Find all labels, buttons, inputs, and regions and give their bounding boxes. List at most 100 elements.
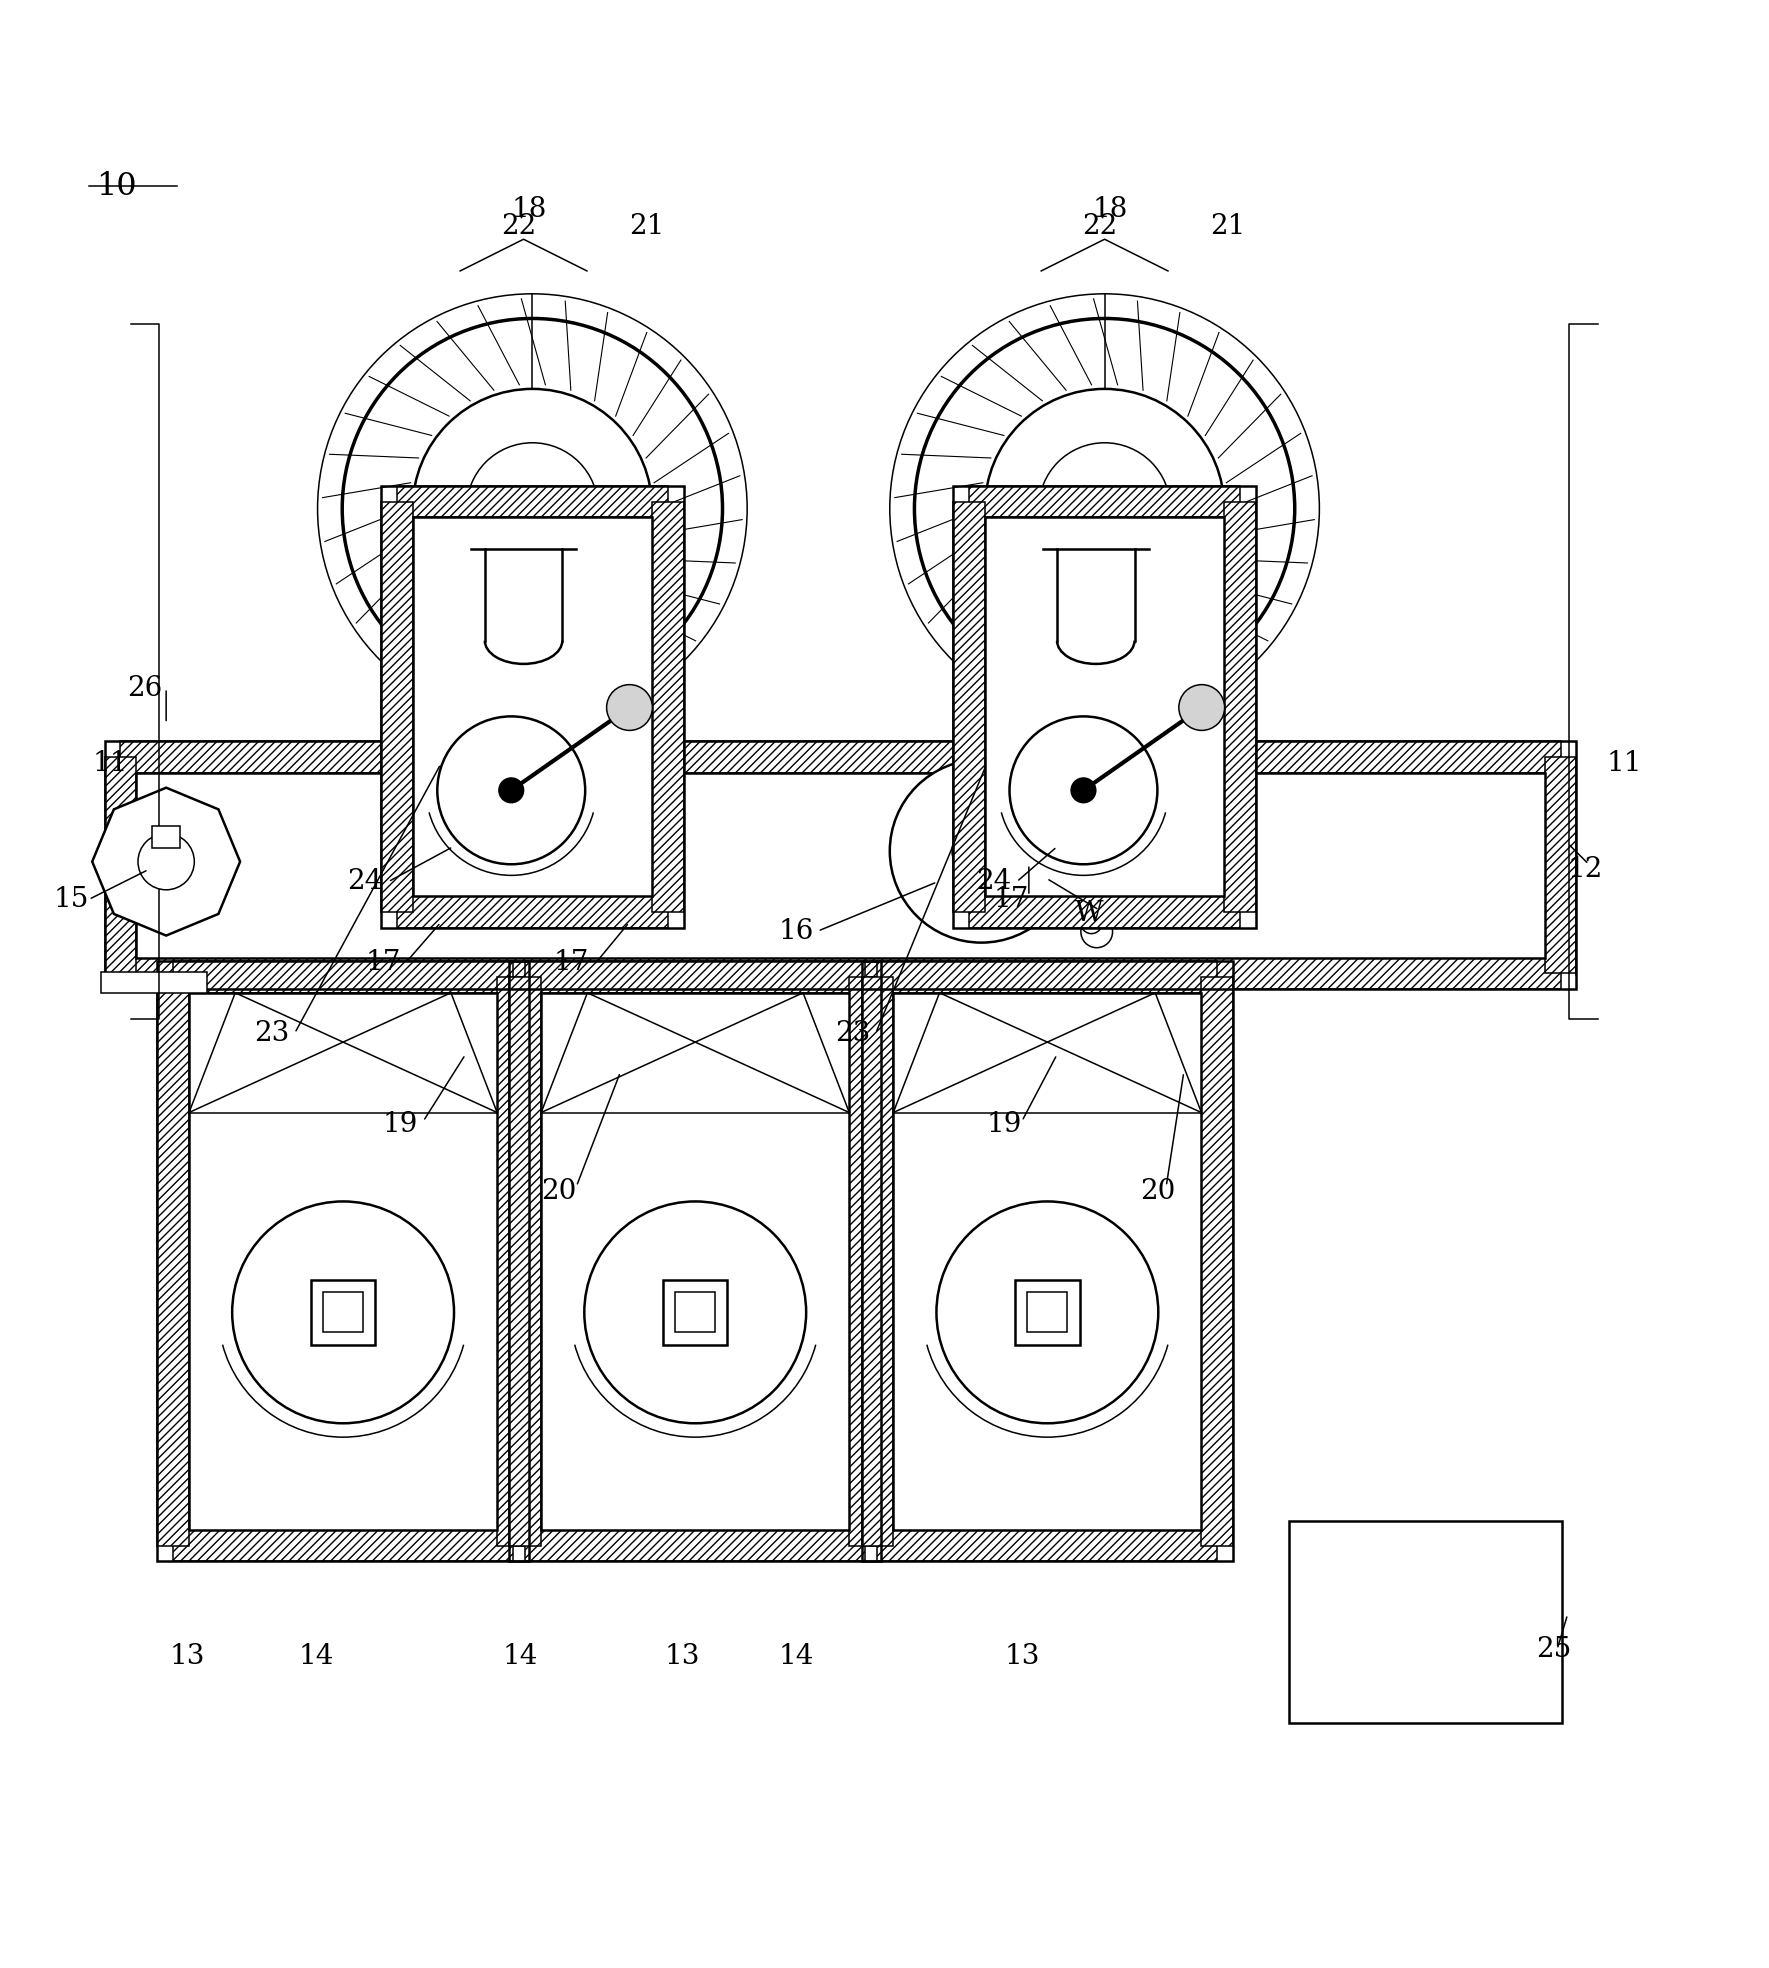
Bar bbox=[877, 1529, 1217, 1561]
Bar bbox=[849, 976, 881, 1545]
Text: 17: 17 bbox=[994, 886, 1030, 913]
Circle shape bbox=[341, 319, 722, 699]
Circle shape bbox=[952, 823, 1010, 880]
Bar bbox=[985, 518, 1224, 895]
Circle shape bbox=[1010, 716, 1157, 864]
Text: 20: 20 bbox=[1139, 1179, 1175, 1204]
Text: 13: 13 bbox=[170, 1643, 205, 1671]
Circle shape bbox=[138, 834, 195, 890]
Text: 23: 23 bbox=[835, 1019, 870, 1047]
Text: 13: 13 bbox=[1005, 1643, 1040, 1671]
Text: 17: 17 bbox=[364, 949, 400, 976]
Bar bbox=[1201, 976, 1233, 1545]
Bar bbox=[157, 976, 189, 1545]
Text: 11: 11 bbox=[92, 750, 127, 777]
Bar bbox=[969, 895, 1240, 927]
Text: 18: 18 bbox=[1091, 195, 1127, 222]
Bar bbox=[653, 502, 685, 911]
Text: 14: 14 bbox=[778, 1643, 814, 1671]
Text: 21: 21 bbox=[1210, 213, 1245, 240]
Bar bbox=[412, 518, 653, 895]
Text: 24: 24 bbox=[347, 868, 382, 895]
Text: 15: 15 bbox=[53, 886, 88, 913]
Text: W: W bbox=[1074, 899, 1104, 927]
Text: 17: 17 bbox=[554, 949, 589, 976]
Text: 14: 14 bbox=[502, 1643, 538, 1671]
Bar bbox=[509, 960, 881, 1561]
Circle shape bbox=[1081, 913, 1102, 933]
Bar bbox=[969, 486, 1240, 518]
Circle shape bbox=[584, 1200, 807, 1423]
Polygon shape bbox=[92, 787, 241, 935]
Text: 14: 14 bbox=[299, 1643, 334, 1671]
Bar bbox=[1290, 1521, 1562, 1724]
Bar bbox=[525, 1529, 865, 1561]
Circle shape bbox=[607, 685, 653, 730]
Text: 12: 12 bbox=[1567, 856, 1603, 884]
Bar bbox=[396, 486, 669, 518]
Text: 22: 22 bbox=[501, 213, 536, 240]
Text: 19: 19 bbox=[382, 1112, 417, 1138]
Bar bbox=[541, 992, 849, 1529]
Circle shape bbox=[318, 293, 747, 724]
Text: 16: 16 bbox=[778, 917, 814, 945]
Circle shape bbox=[412, 390, 653, 628]
Bar bbox=[862, 960, 1233, 1561]
Text: 26: 26 bbox=[127, 675, 163, 703]
Bar bbox=[1224, 502, 1256, 911]
Circle shape bbox=[1072, 777, 1095, 803]
Bar bbox=[120, 958, 1560, 990]
Circle shape bbox=[985, 390, 1224, 628]
Bar bbox=[663, 1281, 727, 1344]
Text: 11: 11 bbox=[1606, 750, 1642, 777]
Circle shape bbox=[1178, 685, 1224, 730]
Bar bbox=[862, 976, 893, 1545]
Bar bbox=[676, 1293, 715, 1332]
Text: 22: 22 bbox=[1081, 213, 1116, 240]
Text: 20: 20 bbox=[541, 1179, 577, 1204]
Bar bbox=[324, 1293, 363, 1332]
Circle shape bbox=[890, 760, 1072, 943]
Bar bbox=[953, 486, 1256, 927]
Bar bbox=[1028, 1293, 1067, 1332]
Bar bbox=[136, 773, 1544, 958]
Text: 10: 10 bbox=[96, 171, 136, 201]
Text: 19: 19 bbox=[987, 1112, 1022, 1138]
Bar bbox=[380, 486, 685, 927]
Bar bbox=[1063, 738, 1146, 775]
Bar bbox=[525, 960, 865, 992]
Circle shape bbox=[467, 443, 598, 575]
Bar bbox=[157, 960, 529, 1561]
Bar bbox=[490, 738, 575, 775]
Circle shape bbox=[1081, 915, 1113, 949]
Bar bbox=[311, 1281, 375, 1344]
Circle shape bbox=[499, 777, 524, 803]
Bar bbox=[189, 992, 497, 1529]
Bar bbox=[152, 827, 180, 848]
Bar bbox=[953, 502, 985, 911]
Bar bbox=[893, 992, 1201, 1529]
Bar bbox=[1015, 1281, 1079, 1344]
Text: 13: 13 bbox=[665, 1643, 701, 1671]
Text: 18: 18 bbox=[511, 195, 547, 222]
Bar bbox=[380, 502, 412, 911]
Circle shape bbox=[915, 319, 1295, 699]
Bar bbox=[101, 972, 207, 992]
Circle shape bbox=[936, 1200, 1159, 1423]
Text: 21: 21 bbox=[630, 213, 665, 240]
Bar bbox=[120, 742, 1560, 773]
Text: 23: 23 bbox=[255, 1019, 290, 1047]
Circle shape bbox=[232, 1200, 455, 1423]
Bar bbox=[104, 758, 136, 974]
Text: 24: 24 bbox=[976, 868, 1012, 895]
Text: 25: 25 bbox=[1535, 1635, 1571, 1663]
Bar bbox=[1544, 758, 1576, 974]
Bar bbox=[497, 976, 529, 1545]
Bar bbox=[173, 960, 513, 992]
Bar bbox=[104, 742, 1576, 990]
Bar bbox=[877, 960, 1217, 992]
Circle shape bbox=[437, 716, 586, 864]
Circle shape bbox=[890, 293, 1320, 724]
Bar bbox=[509, 976, 541, 1545]
Bar bbox=[396, 895, 669, 927]
